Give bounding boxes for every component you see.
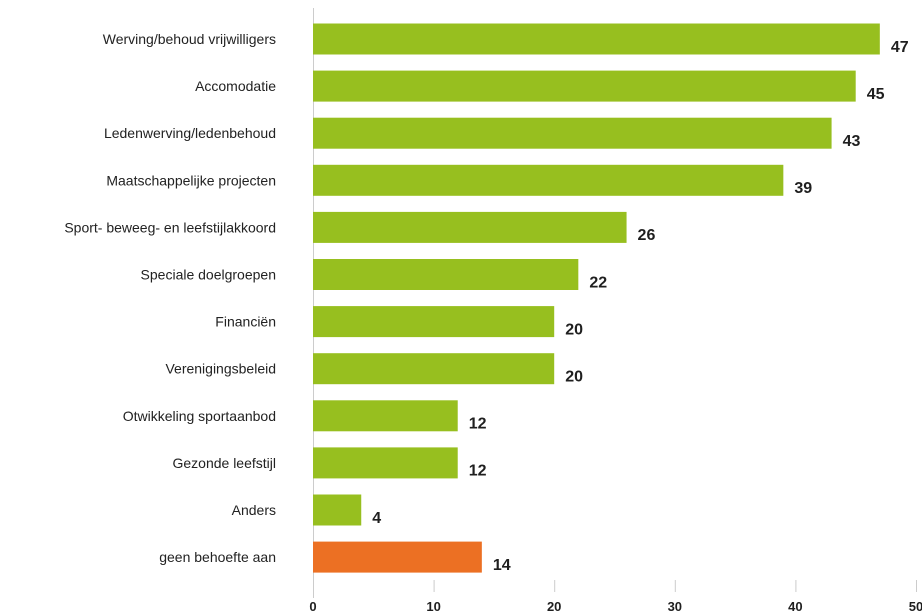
category-label: Verenigingsbeleid: [165, 361, 276, 377]
data-label: 12: [469, 463, 487, 480]
data-label: 43: [843, 133, 861, 150]
category-label: Sport- beweeg- en leefstijlakkoord: [64, 219, 276, 235]
data-label: 22: [589, 274, 607, 291]
data-label: 4: [372, 510, 381, 527]
x-tick-label: 20: [547, 599, 561, 614]
bar: [313, 541, 482, 573]
bar: [313, 164, 784, 196]
x-tick-label: 10: [426, 599, 440, 614]
x-tick-labels: 0 10 20 30 40 50: [309, 599, 922, 614]
data-label: 26: [638, 227, 656, 244]
category-label: Otwikkeling sportaanbod: [123, 408, 276, 424]
x-tick-label: 30: [668, 599, 682, 614]
value-labels: 47 45 43 39 26 22 20 20 12 12 4 14: [372, 39, 908, 574]
bar: [313, 353, 555, 385]
category-label: Werving/behoud vrijwilligers: [103, 31, 276, 47]
category-label: Ledenwerving/ledenbehoud: [104, 125, 276, 141]
data-label: 47: [891, 39, 909, 56]
data-label: 14: [493, 557, 511, 574]
category-labels: Werving/behoud vrijwilligers Accomodatie L…: [64, 31, 276, 565]
data-label: 12: [469, 416, 487, 433]
category-label: Accomodatie: [195, 78, 276, 94]
bar: [313, 23, 880, 55]
data-label: 45: [867, 86, 885, 103]
bar: [313, 494, 362, 526]
bars: [313, 23, 880, 573]
data-label: 20: [565, 321, 583, 338]
bar: [313, 70, 856, 102]
bar: [313, 259, 579, 290]
bar: [313, 117, 832, 149]
bar: [313, 400, 458, 432]
x-tick-label: 40: [788, 599, 802, 614]
category-label: Maatschappelijke projecten: [106, 172, 276, 188]
category-label: Financiën: [215, 314, 276, 330]
bar: [313, 306, 555, 338]
data-label: 39: [794, 180, 812, 197]
bar: [313, 211, 627, 243]
category-label: Anders: [232, 502, 276, 518]
category-label: Speciale doelgroepen: [141, 267, 276, 283]
category-label: geen behoefte aan: [159, 549, 276, 565]
data-label: 20: [565, 369, 583, 386]
bar: [313, 447, 458, 479]
x-tick-label: 50: [909, 599, 922, 614]
category-label: Gezonde leefstijl: [172, 455, 276, 471]
x-tick-label: 0: [309, 599, 316, 614]
